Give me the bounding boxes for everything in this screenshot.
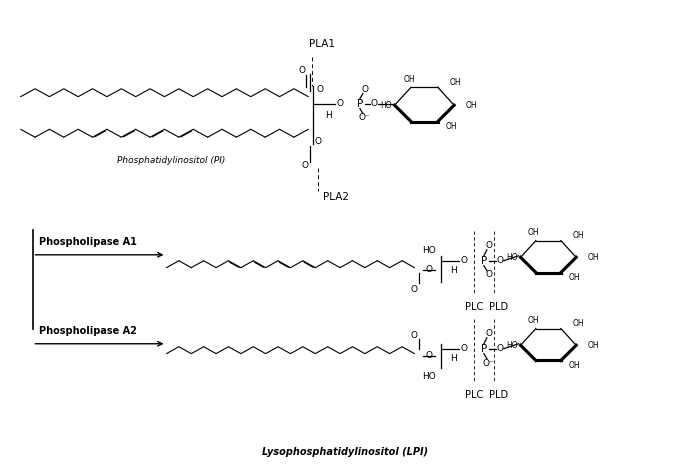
Text: HO: HO [423,247,436,255]
Text: H: H [450,266,457,275]
Text: P: P [481,256,487,266]
Text: PLD: PLD [489,302,508,312]
Text: OH: OH [528,316,540,325]
Text: OH: OH [403,75,415,84]
Text: P: P [481,344,487,354]
Text: O: O [302,161,309,170]
Text: OH: OH [588,341,600,350]
Text: Phospholipase A2: Phospholipase A2 [40,326,138,336]
Text: OH: OH [588,253,600,262]
Text: H: H [450,354,457,363]
Text: O: O [299,67,306,76]
Text: Phosphatidylinositol (PI): Phosphatidylinositol (PI) [117,156,226,165]
Text: HO: HO [380,101,392,110]
Text: O: O [411,331,418,340]
Text: PLA2: PLA2 [323,192,349,202]
Text: PLD: PLD [489,390,508,400]
Text: O: O [315,137,322,146]
Text: O⁻: O⁻ [359,113,370,122]
Text: O: O [461,344,468,353]
Text: OH: OH [569,273,580,282]
Text: OH: OH [466,101,477,110]
Text: O: O [426,265,433,274]
Text: O: O [317,85,324,94]
Text: O: O [336,99,343,108]
Text: O: O [485,241,492,250]
Text: PLC: PLC [465,390,483,400]
Text: O: O [485,270,492,279]
Text: O: O [461,256,468,265]
Text: OH: OH [445,122,457,131]
Text: O: O [411,285,418,294]
Text: HO: HO [506,253,518,262]
Text: O: O [361,85,368,94]
Text: Lysophosphatidylinositol (LPI): Lysophosphatidylinositol (LPI) [262,447,428,457]
Text: HO: HO [423,372,436,381]
Text: O: O [496,256,503,265]
Text: HO: HO [506,341,518,350]
Text: P: P [357,99,363,109]
Text: OH: OH [573,231,584,240]
Text: O: O [496,344,503,353]
Text: OH: OH [569,361,580,370]
Text: OH: OH [528,228,540,237]
Text: Phospholipase A1: Phospholipase A1 [40,237,138,247]
Text: O: O [370,99,377,108]
Text: O: O [485,329,492,338]
Text: OH: OH [573,319,584,328]
Text: PLA1: PLA1 [309,40,335,50]
Text: O: O [426,351,433,360]
Text: OH: OH [450,78,461,87]
Text: H: H [325,111,332,120]
Text: O⁻: O⁻ [483,359,495,368]
Text: PLC: PLC [465,302,483,312]
